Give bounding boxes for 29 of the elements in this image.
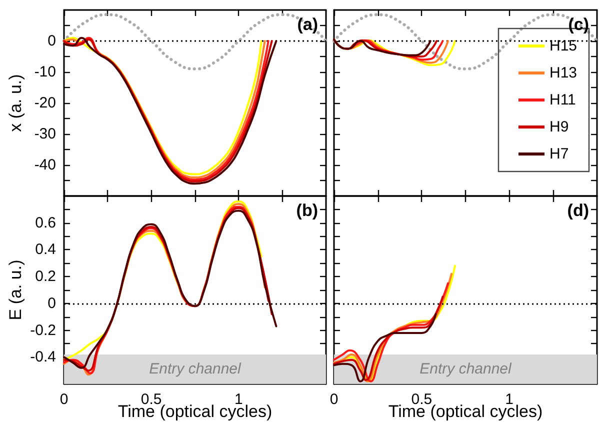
legend-label: H15 (549, 38, 578, 54)
x-tick-label: 1 (234, 391, 243, 408)
x-tick-label: 0.5 (140, 391, 162, 408)
y-tick-label: -20 (34, 94, 56, 112)
y-axis-title: x (a. u.) (6, 74, 25, 132)
y-tick-label: -0.2 (30, 322, 56, 339)
x-tick-label: 1 (505, 391, 514, 408)
y-tick-label: -40 (34, 156, 56, 174)
legend-label: H7 (549, 146, 569, 162)
legend-label: H13 (549, 64, 578, 82)
y-tick-label: 0 (48, 32, 56, 50)
y-tick-label: 0 (48, 294, 56, 312)
y-axis-title: E (a. u.) (6, 260, 25, 320)
legend-label: H9 (549, 118, 569, 136)
band-label: Entry channel (420, 360, 512, 378)
y-tick-label: 0.4 (35, 241, 56, 258)
y-tick-label: -0.4 (30, 348, 56, 366)
chart-title: (a) (297, 15, 318, 34)
x-tick-label: 0 (330, 391, 338, 408)
chart-title: (d) (567, 201, 590, 220)
y-tick-label: 0.2 (35, 268, 56, 286)
y-tick-label: 0.6 (35, 214, 56, 232)
y-tick-label: -10 (34, 64, 56, 80)
band-label: Entry channel (149, 360, 242, 378)
y-tick-label: -30 (34, 126, 56, 142)
legend-label: H11 (549, 92, 576, 108)
x-tick-label: 0 (60, 391, 68, 408)
chart-title: (b) (296, 201, 318, 220)
x-tick-label: 0.5 (411, 391, 432, 408)
